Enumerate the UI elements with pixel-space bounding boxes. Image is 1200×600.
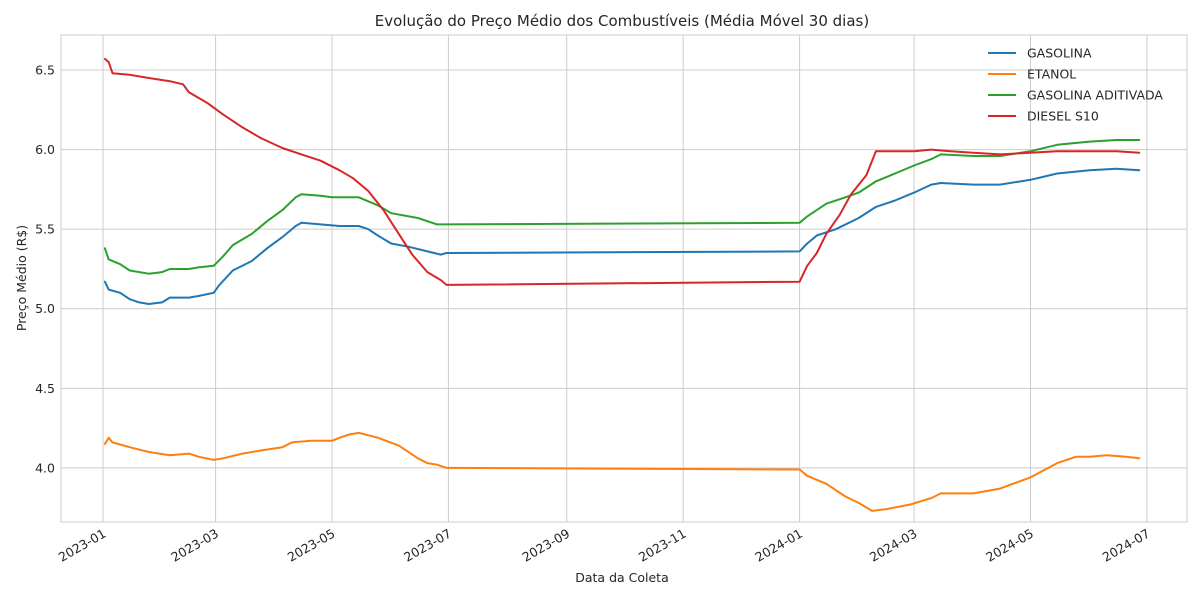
legend-label-diesel-s10: DIESEL S10 — [1027, 109, 1099, 124]
series-line-etanol — [103, 431, 1141, 512]
x-tick-label: 2023-03 — [168, 526, 221, 565]
plot-area — [60, 34, 1188, 523]
series-line-diesel-s10 — [103, 57, 1141, 286]
legend-label-gasolina: GASOLINA — [1027, 46, 1092, 61]
x-tick-label: 2024-01 — [752, 526, 805, 565]
series-line-gasolina — [103, 167, 1141, 305]
y-tick-label: 4.0 — [35, 460, 55, 475]
y-axis-label: Preço Médio (R$) — [14, 225, 29, 331]
legend-label-gasolina-aditivada: GASOLINA ADITIVADA — [1027, 88, 1163, 103]
x-tick-labels: 2023-01 2023-03 2023-05 2023-07 2023-09 2023-… — [56, 526, 1153, 565]
series-lines — [103, 57, 1141, 512]
x-tick-label: 2023-01 — [56, 526, 109, 565]
x-tick-label: 2023-11 — [636, 526, 689, 565]
legend: GASOLINA ETANOL GASOLINA ADITIVADA DIESEL S… — [988, 46, 1163, 124]
x-tick-label: 2023-07 — [401, 526, 454, 565]
x-tick-label: 2023-05 — [285, 526, 338, 565]
legend-label-etanol: ETANOL — [1027, 67, 1076, 82]
y-tick-label: 4.5 — [35, 381, 55, 396]
y-tick-label: 6.0 — [35, 142, 55, 157]
y-tick-label: 5.5 — [35, 222, 55, 237]
y-gridlines — [61, 69, 1187, 469]
x-gridlines — [102, 35, 1148, 522]
x-axis-label: Data da Coleta — [575, 570, 669, 585]
x-tick-label: 2024-07 — [1100, 526, 1153, 565]
y-tick-labels: 4.0 4.5 5.0 5.5 6.0 6.5 — [35, 63, 55, 476]
y-tick-label: 5.0 — [35, 301, 55, 316]
x-tick-label: 2023-09 — [520, 526, 573, 565]
y-tick-label: 6.5 — [35, 63, 55, 78]
chart-title: Evolução do Preço Médio dos Combustíveis… — [375, 12, 869, 30]
x-tick-label: 2024-03 — [867, 526, 920, 565]
x-tick-label: 2024-05 — [983, 526, 1036, 565]
series-line-gasolina-aditivada — [103, 139, 1141, 275]
